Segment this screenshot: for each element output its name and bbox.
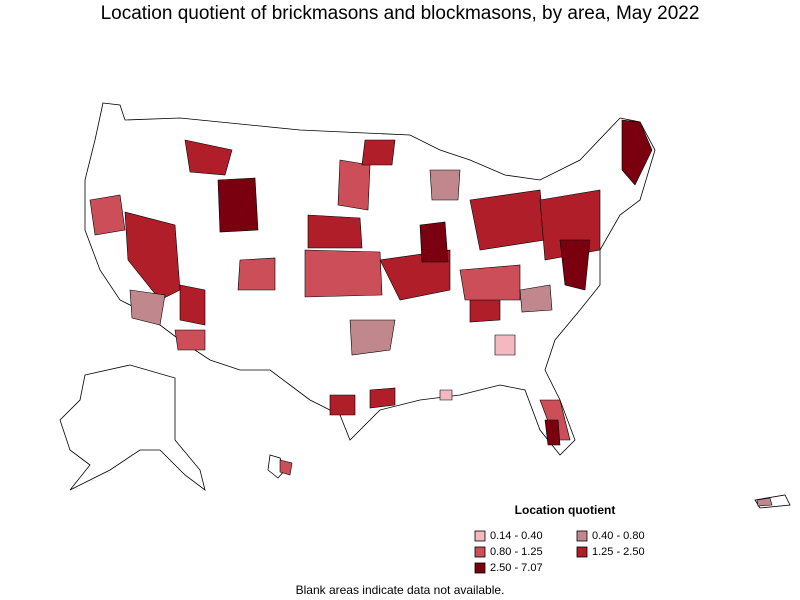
legend-label: 2.50 - 7.07 bbox=[490, 562, 543, 574]
map-area bbox=[756, 497, 773, 507]
map-area bbox=[369, 387, 396, 409]
map-area bbox=[304, 249, 383, 298]
map-area bbox=[279, 459, 293, 476]
map-area bbox=[439, 389, 453, 401]
map-title: Location quotient of brickmasons and blo… bbox=[101, 3, 700, 24]
map-area bbox=[469, 189, 546, 251]
legend: 0.14 - 0.40 0.40 - 0.80 0.80 - 1.25 1.25 - … bbox=[474, 530, 645, 574]
map-area bbox=[621, 119, 653, 186]
map-area bbox=[307, 214, 363, 249]
map-area bbox=[519, 284, 553, 313]
map-area bbox=[459, 264, 521, 301]
map-area bbox=[429, 169, 461, 201]
map-area bbox=[361, 139, 396, 166]
legend-label: 1.25 - 2.50 bbox=[592, 546, 645, 558]
map-area bbox=[129, 289, 166, 326]
legend-label: 0.14 - 0.40 bbox=[490, 530, 543, 542]
legend-swatch bbox=[474, 530, 486, 542]
map-area bbox=[419, 221, 449, 263]
map-area bbox=[559, 239, 591, 291]
map-area bbox=[237, 257, 276, 291]
note: Blank areas indicate data not available. bbox=[296, 583, 505, 597]
map-area bbox=[89, 194, 126, 236]
map-area bbox=[329, 394, 356, 416]
map-area bbox=[494, 334, 516, 356]
legend-swatch bbox=[474, 562, 486, 574]
legend-swatch bbox=[576, 546, 588, 558]
legend-label: 0.40 - 0.80 bbox=[592, 530, 645, 542]
map-area bbox=[337, 159, 371, 211]
map-area bbox=[349, 319, 396, 356]
land bbox=[59, 102, 791, 509]
map-area bbox=[217, 177, 259, 233]
map-area bbox=[124, 211, 181, 301]
alaska bbox=[59, 364, 206, 491]
map-area bbox=[179, 284, 206, 326]
legend-swatch bbox=[474, 546, 486, 558]
map-area bbox=[174, 329, 206, 351]
map-area bbox=[184, 139, 233, 176]
legend-swatch bbox=[576, 530, 588, 542]
map-area bbox=[544, 419, 561, 446]
map-areas bbox=[89, 119, 773, 507]
legend-label: 0.80 - 1.25 bbox=[490, 546, 543, 558]
legend-title: Location quotient bbox=[515, 503, 616, 517]
